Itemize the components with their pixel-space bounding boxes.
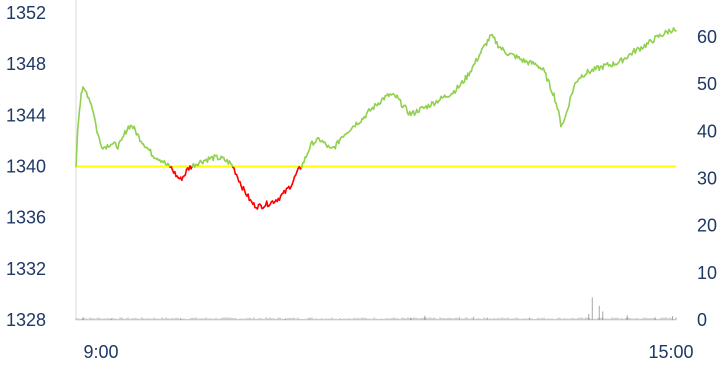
price-segment: [496, 41, 499, 49]
price-segment: [485, 39, 489, 47]
volume-bars: [75, 297, 677, 320]
price-segment: [544, 72, 548, 82]
price-segment: [399, 98, 403, 108]
x-tick-label: 9:00: [83, 342, 118, 362]
price-segment: [117, 141, 120, 150]
price-segment: [137, 135, 141, 143]
price-segment: [92, 112, 96, 119]
price-segment: [149, 148, 153, 157]
price-segment: [253, 202, 256, 209]
price-segment: [98, 137, 102, 145]
price-segment: [558, 116, 562, 128]
price-segment: [212, 154, 216, 162]
price-segment: [184, 168, 188, 176]
price-segment: [555, 102, 559, 110]
price-segment: [79, 92, 83, 105]
price-series: [75, 27, 677, 210]
price-segment: [75, 146, 78, 168]
y-right-tick-label: 60: [697, 27, 717, 47]
price-segment: [233, 167, 237, 175]
y-right-tick-label: 10: [697, 263, 717, 283]
price-segment: [94, 123, 98, 134]
price-segment: [303, 156, 306, 164]
price-segment: [571, 86, 575, 94]
price-segment: [308, 142, 312, 150]
price-segment: [90, 103, 94, 110]
y-left-tick-label: 1348: [6, 54, 46, 74]
price-segment: [284, 187, 288, 195]
price-segment: [265, 200, 269, 208]
price-segment: [76, 128, 79, 149]
price-segment: [77, 109, 81, 121]
price-segment: [568, 96, 571, 107]
plot-area: [75, 0, 677, 321]
right-axis: 0 10 20 30 40 50 60: [697, 27, 717, 330]
price-segment: [76, 119, 80, 130]
y-right-tick-label: 20: [697, 216, 717, 236]
y-left-tick-label: 1336: [6, 208, 46, 228]
y-left-tick-label: 1340: [6, 157, 46, 177]
y-left-tick-label: 1328: [6, 310, 46, 330]
price-segment: [553, 92, 556, 103]
price-segment: [247, 193, 251, 202]
left-axis: 1328 1332 1336 1340 1344 1348 1352: [6, 3, 46, 330]
price-segment: [557, 109, 561, 119]
y-right-tick-label: 50: [697, 74, 717, 94]
price-segment: [487, 34, 491, 42]
y-right-tick-label: 40: [697, 121, 717, 141]
price-segment: [653, 35, 656, 43]
x-tick-label: 15:00: [648, 342, 693, 362]
y-left-tick-label: 1344: [6, 105, 46, 125]
x-axis: 9:00 15:00: [83, 342, 693, 362]
y-left-tick-label: 1352: [6, 3, 46, 23]
price-segment: [548, 80, 552, 90]
price-segment: [334, 142, 338, 150]
y-right-tick-label: 30: [697, 169, 717, 189]
y-right-tick-label: 0: [697, 310, 707, 330]
price-segment: [405, 106, 409, 114]
price-segment: [174, 170, 177, 178]
price-segment: [601, 63, 605, 71]
price-segment: [93, 116, 97, 125]
y-left-tick-label: 1332: [6, 259, 46, 279]
price-segment: [85, 91, 89, 99]
price-segment: [78, 102, 82, 112]
